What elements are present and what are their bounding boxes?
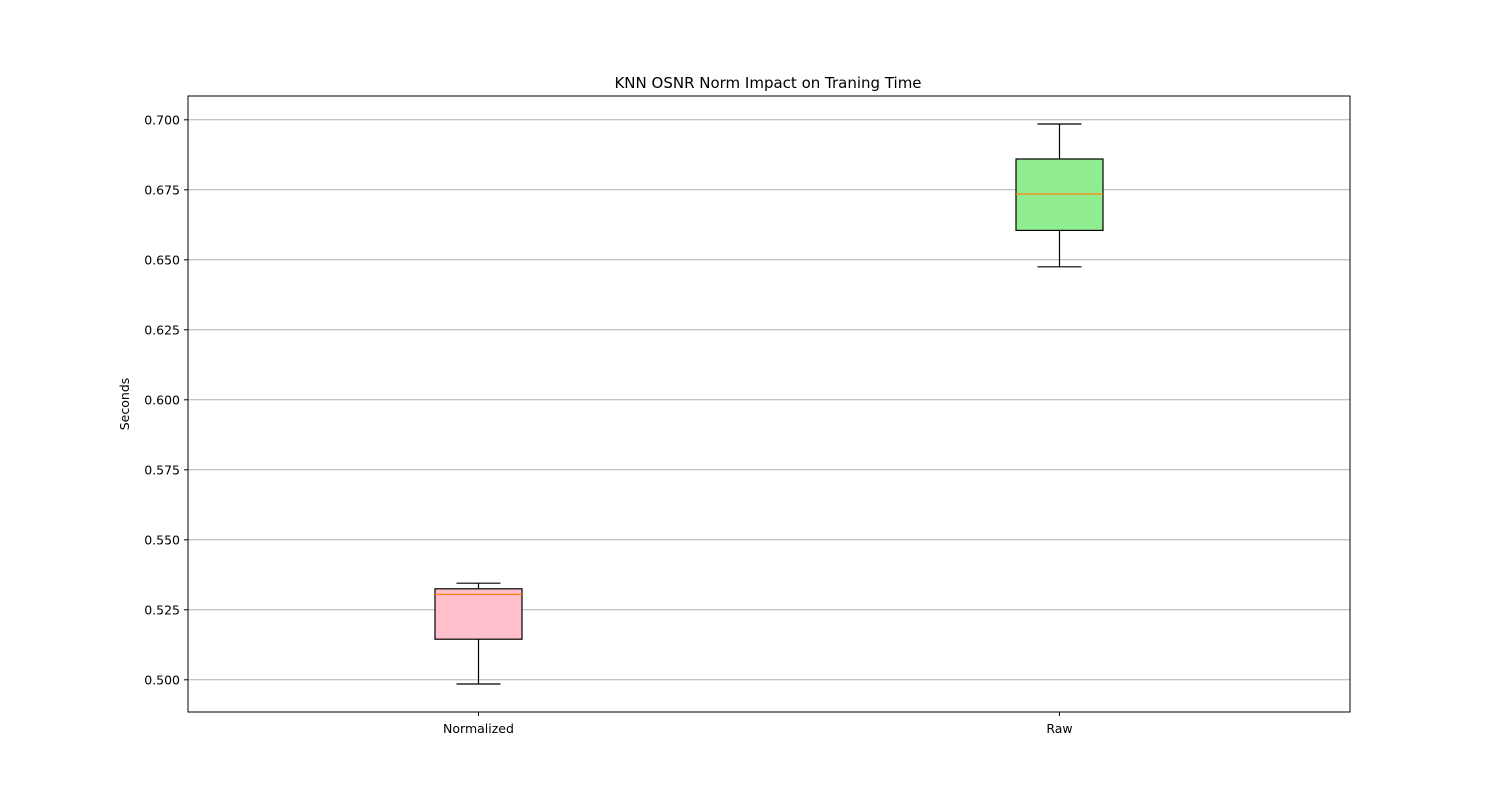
box-group-normalized xyxy=(434,582,523,685)
y-tick-label: 0.525 xyxy=(144,602,180,617)
y-tick-label: 0.650 xyxy=(144,252,180,267)
plot-frame xyxy=(187,95,1351,713)
iqr-box xyxy=(434,588,523,640)
y-tick-label: 0.625 xyxy=(144,322,180,337)
x-tick-label: Raw xyxy=(1046,721,1072,736)
y-tick-label: 0.600 xyxy=(144,392,180,407)
grid-lines xyxy=(188,119,1350,681)
y-tick-label: 0.500 xyxy=(144,672,180,687)
box-group-raw xyxy=(1015,123,1104,268)
y-tick-label: 0.550 xyxy=(144,532,180,547)
x-axis-ticks: Normalized Raw xyxy=(443,712,1073,736)
y-axis-label: Seconds xyxy=(117,378,132,431)
iqr-box xyxy=(1015,158,1104,232)
box-series xyxy=(434,123,1104,685)
x-tick-label: Normalized xyxy=(443,721,514,736)
y-tick-label: 0.700 xyxy=(144,112,180,127)
chart-title: KNN OSNR Norm Impact on Traning Time xyxy=(614,74,921,92)
y-tick-label: 0.575 xyxy=(144,462,180,477)
y-tick-label: 0.675 xyxy=(144,182,180,197)
y-axis-ticks: 0.500 0.525 0.550 0.575 0.600 0.625 0.650 0.675… xyxy=(144,112,188,687)
